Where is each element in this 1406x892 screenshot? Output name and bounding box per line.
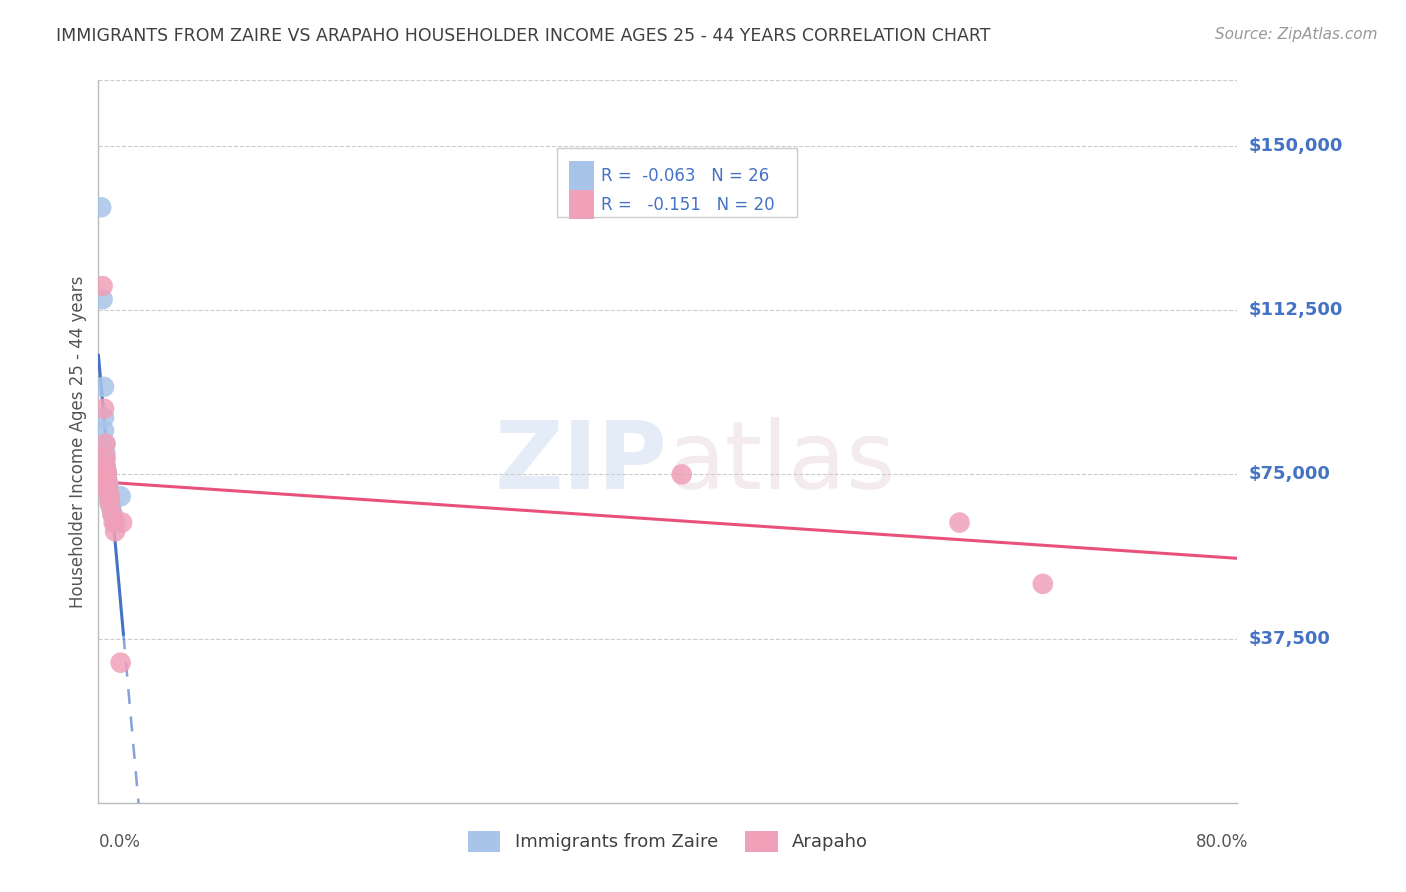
Point bbox=[91, 279, 114, 293]
Point bbox=[100, 498, 122, 512]
Bar bbox=[569, 190, 595, 219]
Point bbox=[96, 472, 118, 486]
Point bbox=[103, 516, 125, 530]
Point bbox=[104, 524, 127, 539]
Text: R =   -0.151   N = 20: R = -0.151 N = 20 bbox=[602, 195, 775, 213]
Point bbox=[111, 516, 134, 530]
Point bbox=[91, 292, 114, 306]
Point bbox=[110, 489, 132, 503]
Point bbox=[96, 469, 118, 483]
Point bbox=[98, 496, 121, 510]
Text: R =  -0.063   N = 26: R = -0.063 N = 26 bbox=[602, 167, 769, 185]
Point bbox=[93, 410, 115, 425]
Text: ZIP: ZIP bbox=[495, 417, 668, 509]
Point bbox=[94, 463, 117, 477]
Point bbox=[98, 489, 121, 503]
Point bbox=[96, 474, 118, 488]
Point bbox=[948, 516, 970, 530]
Point bbox=[96, 465, 118, 479]
Point bbox=[93, 424, 115, 438]
Point bbox=[97, 478, 120, 492]
Point bbox=[93, 401, 115, 416]
Point bbox=[110, 656, 132, 670]
Point bbox=[94, 436, 117, 450]
Text: 0.0%: 0.0% bbox=[98, 833, 141, 851]
Point bbox=[94, 452, 117, 467]
Point bbox=[97, 476, 120, 491]
Point bbox=[98, 493, 121, 508]
Bar bbox=[569, 161, 595, 190]
Point bbox=[101, 507, 124, 521]
Text: $112,500: $112,500 bbox=[1249, 301, 1343, 319]
Point bbox=[94, 450, 117, 464]
Point bbox=[94, 458, 117, 473]
Point bbox=[94, 458, 117, 473]
Point bbox=[96, 476, 118, 491]
Text: $37,500: $37,500 bbox=[1249, 630, 1330, 648]
FancyBboxPatch shape bbox=[557, 148, 797, 217]
Text: $75,000: $75,000 bbox=[1249, 466, 1330, 483]
Point bbox=[94, 436, 117, 450]
Point bbox=[97, 484, 120, 499]
Point bbox=[97, 481, 120, 495]
Point bbox=[93, 380, 115, 394]
Point bbox=[671, 467, 693, 482]
Point bbox=[96, 465, 118, 479]
Text: atlas: atlas bbox=[668, 417, 896, 509]
Point bbox=[104, 516, 127, 530]
Text: Source: ZipAtlas.com: Source: ZipAtlas.com bbox=[1215, 27, 1378, 42]
Point bbox=[97, 484, 120, 499]
Point bbox=[96, 467, 118, 482]
Point bbox=[97, 481, 120, 495]
Point bbox=[96, 472, 118, 486]
Text: 80.0%: 80.0% bbox=[1197, 833, 1249, 851]
Point bbox=[101, 507, 124, 521]
Text: $150,000: $150,000 bbox=[1249, 137, 1343, 155]
Point bbox=[100, 500, 122, 515]
Point bbox=[94, 445, 117, 459]
Legend: Immigrants from Zaire, Arapaho: Immigrants from Zaire, Arapaho bbox=[461, 823, 875, 859]
Point bbox=[90, 200, 112, 214]
Point bbox=[1032, 577, 1054, 591]
Y-axis label: Householder Income Ages 25 - 44 years: Householder Income Ages 25 - 44 years bbox=[69, 276, 87, 607]
Text: IMMIGRANTS FROM ZAIRE VS ARAPAHO HOUSEHOLDER INCOME AGES 25 - 44 YEARS CORRELATI: IMMIGRANTS FROM ZAIRE VS ARAPAHO HOUSEHO… bbox=[56, 27, 991, 45]
Point bbox=[98, 489, 121, 503]
